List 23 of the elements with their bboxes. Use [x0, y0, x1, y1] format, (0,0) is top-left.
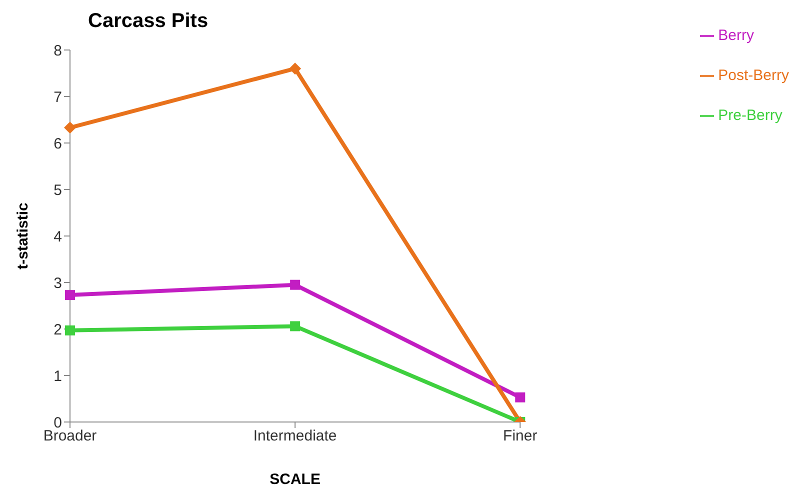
point: [64, 122, 76, 134]
y-tick-label: 1: [54, 368, 62, 385]
x-tick-label: Intermediate: [253, 428, 337, 445]
x-tick-label: Finer: [503, 428, 538, 445]
legend-label: Post-Berry: [718, 67, 789, 84]
legend-label: Berry: [718, 27, 754, 44]
y-tick-label: 6: [54, 135, 62, 152]
point: [289, 62, 302, 75]
point: [515, 392, 526, 402]
legend-label: Pre-Berry: [718, 107, 782, 124]
y-tick-label: 8: [54, 42, 62, 60]
x-axis-title: SCALE: [270, 471, 320, 488]
y-tick-label: 7: [54, 88, 62, 106]
y-tick-label: 3: [54, 274, 62, 292]
y-axis-title: t-statistic: [14, 202, 32, 270]
y-tick-label: 5: [54, 182, 62, 199]
chart-title: Carcass Pits: [88, 10, 208, 33]
point: [65, 325, 75, 336]
point: [65, 290, 75, 300]
y-tick-label: 4: [54, 228, 62, 246]
point: [290, 280, 300, 290]
point: [290, 321, 300, 332]
y-tick-label: 2: [54, 321, 62, 338]
